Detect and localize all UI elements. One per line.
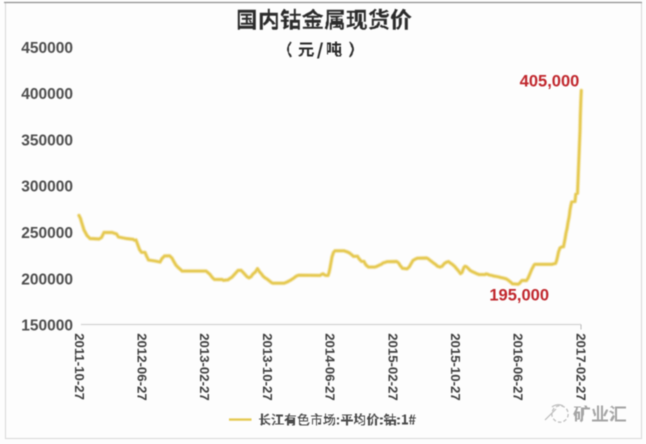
svg-text:400000: 400000 — [21, 86, 73, 103]
svg-text:2013-02-27: 2013-02-27 — [197, 333, 212, 400]
svg-text:2011-10-27: 2011-10-27 — [72, 333, 87, 400]
svg-text:350000: 350000 — [21, 132, 73, 149]
svg-text:2015-10-27: 2015-10-27 — [448, 333, 463, 400]
svg-text:150000: 150000 — [21, 318, 73, 335]
svg-text:2017-02-27: 2017-02-27 — [573, 333, 588, 400]
svg-text:200000: 200000 — [21, 271, 73, 288]
svg-text:450000: 450000 — [21, 40, 73, 57]
svg-text:195,000: 195,000 — [489, 287, 549, 305]
svg-text:405,000: 405,000 — [520, 72, 580, 90]
svg-text:2013-10-27: 2013-10-27 — [260, 333, 275, 400]
svg-text:250000: 250000 — [21, 225, 73, 242]
svg-text:2015-02-27: 2015-02-27 — [385, 333, 400, 400]
svg-text:2014-06-27: 2014-06-27 — [323, 333, 338, 400]
svg-text:2012-06-27: 2012-06-27 — [134, 333, 149, 400]
svg-text:300000: 300000 — [21, 179, 73, 196]
svg-text:2016-06-27: 2016-06-27 — [511, 333, 526, 400]
